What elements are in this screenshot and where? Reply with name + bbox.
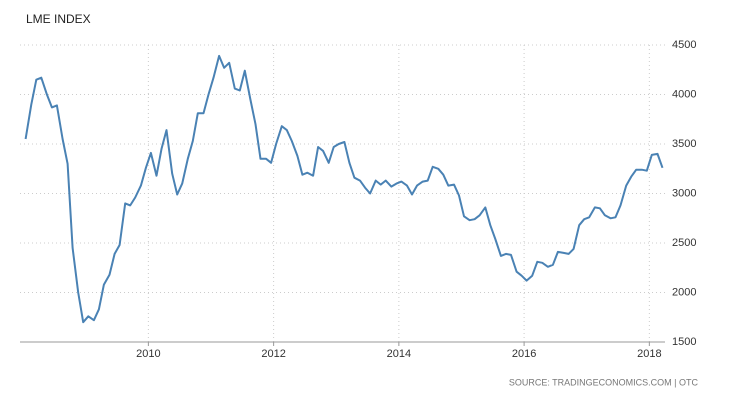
x-tick-label: 2012 [261, 348, 285, 360]
chart-title: LME INDEX [26, 12, 91, 26]
x-tick-label: 2016 [512, 348, 536, 360]
source: SOURCE: TRADINGECONOMICS.COM | OTC [509, 377, 699, 387]
y-tick-label: 1500 [672, 336, 696, 348]
y-tick-label: 4500 [672, 39, 696, 51]
y-tick-label: 2500 [672, 237, 696, 249]
y-tick-label: 4000 [672, 88, 696, 100]
data-line [24, 54, 664, 324]
y-tick-label: 3000 [672, 187, 696, 199]
x-tick-label: 2010 [136, 348, 160, 360]
y-tick-label: 2000 [672, 286, 696, 298]
x-tick-label: 2018 [637, 348, 661, 360]
x-tick-label: 2014 [387, 348, 411, 360]
y-tick-label: 3500 [672, 138, 696, 150]
